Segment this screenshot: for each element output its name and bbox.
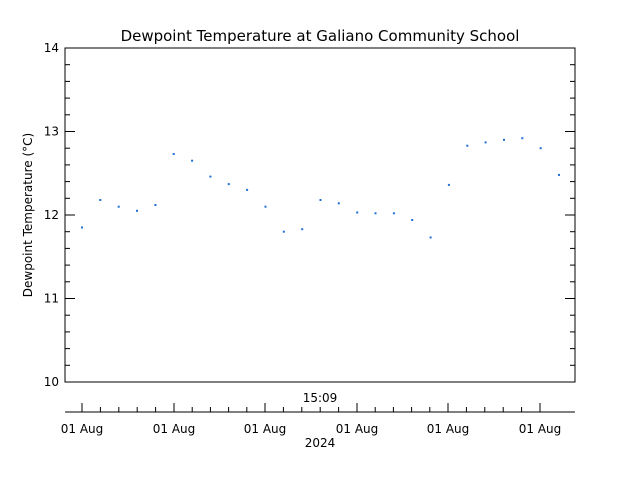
data-point [301, 228, 304, 231]
data-point [227, 183, 230, 186]
data-point [484, 141, 487, 144]
data-point [411, 219, 414, 221]
data-points [81, 137, 560, 239]
time-label: 15:09 [303, 391, 338, 405]
data-point [447, 183, 450, 186]
data-point [264, 205, 267, 208]
y-axis-ticks [65, 47, 575, 383]
x-axis-ticks [81, 403, 541, 412]
data-point [319, 199, 322, 201]
data-point [282, 230, 285, 233]
x-tick-label: 01 Aug [427, 422, 470, 436]
data-point [209, 175, 212, 178]
data-point [429, 236, 432, 239]
data-point [503, 138, 505, 141]
y-tick-label: 13 [44, 125, 59, 139]
y-tick-label: 14 [44, 41, 59, 55]
x-tick-label: 01 Aug [244, 422, 287, 436]
y-axis-label: Dewpoint Temperature (°C) [21, 133, 35, 297]
data-point [154, 204, 157, 206]
data-point [117, 205, 120, 208]
x-tick-label: 01 Aug [519, 422, 562, 436]
data-point [191, 159, 194, 162]
data-point [539, 147, 542, 150]
x-tick-label: 01 Aug [336, 422, 379, 436]
data-point [521, 137, 524, 140]
data-point [81, 226, 83, 229]
data-point [466, 144, 469, 147]
data-point [246, 188, 249, 191]
x-tick-label: 01 Aug [61, 422, 104, 436]
data-point [99, 199, 102, 201]
y-tick-label: 10 [44, 375, 59, 389]
data-point [337, 202, 340, 205]
data-point [392, 212, 395, 215]
x-tick-label: 01 Aug [153, 422, 196, 436]
data-point [136, 209, 138, 212]
y-tick-label: 11 [44, 292, 59, 306]
data-point [356, 211, 359, 214]
y-axis-tick-labels: 10 11 12 13 14 [44, 41, 59, 389]
plot-frame [64, 47, 576, 383]
y-tick-label: 12 [44, 208, 59, 222]
data-point [374, 212, 377, 215]
chart-title: Dewpoint Temperature at Galiano Communit… [121, 27, 520, 45]
data-point [558, 173, 560, 176]
x-axis-tick-labels: 01 Aug 01 Aug 01 Aug 01 Aug 01 Aug 01 Aug [61, 422, 562, 436]
data-point [172, 153, 175, 155]
x-axis-year-label: 2024 [305, 436, 336, 450]
